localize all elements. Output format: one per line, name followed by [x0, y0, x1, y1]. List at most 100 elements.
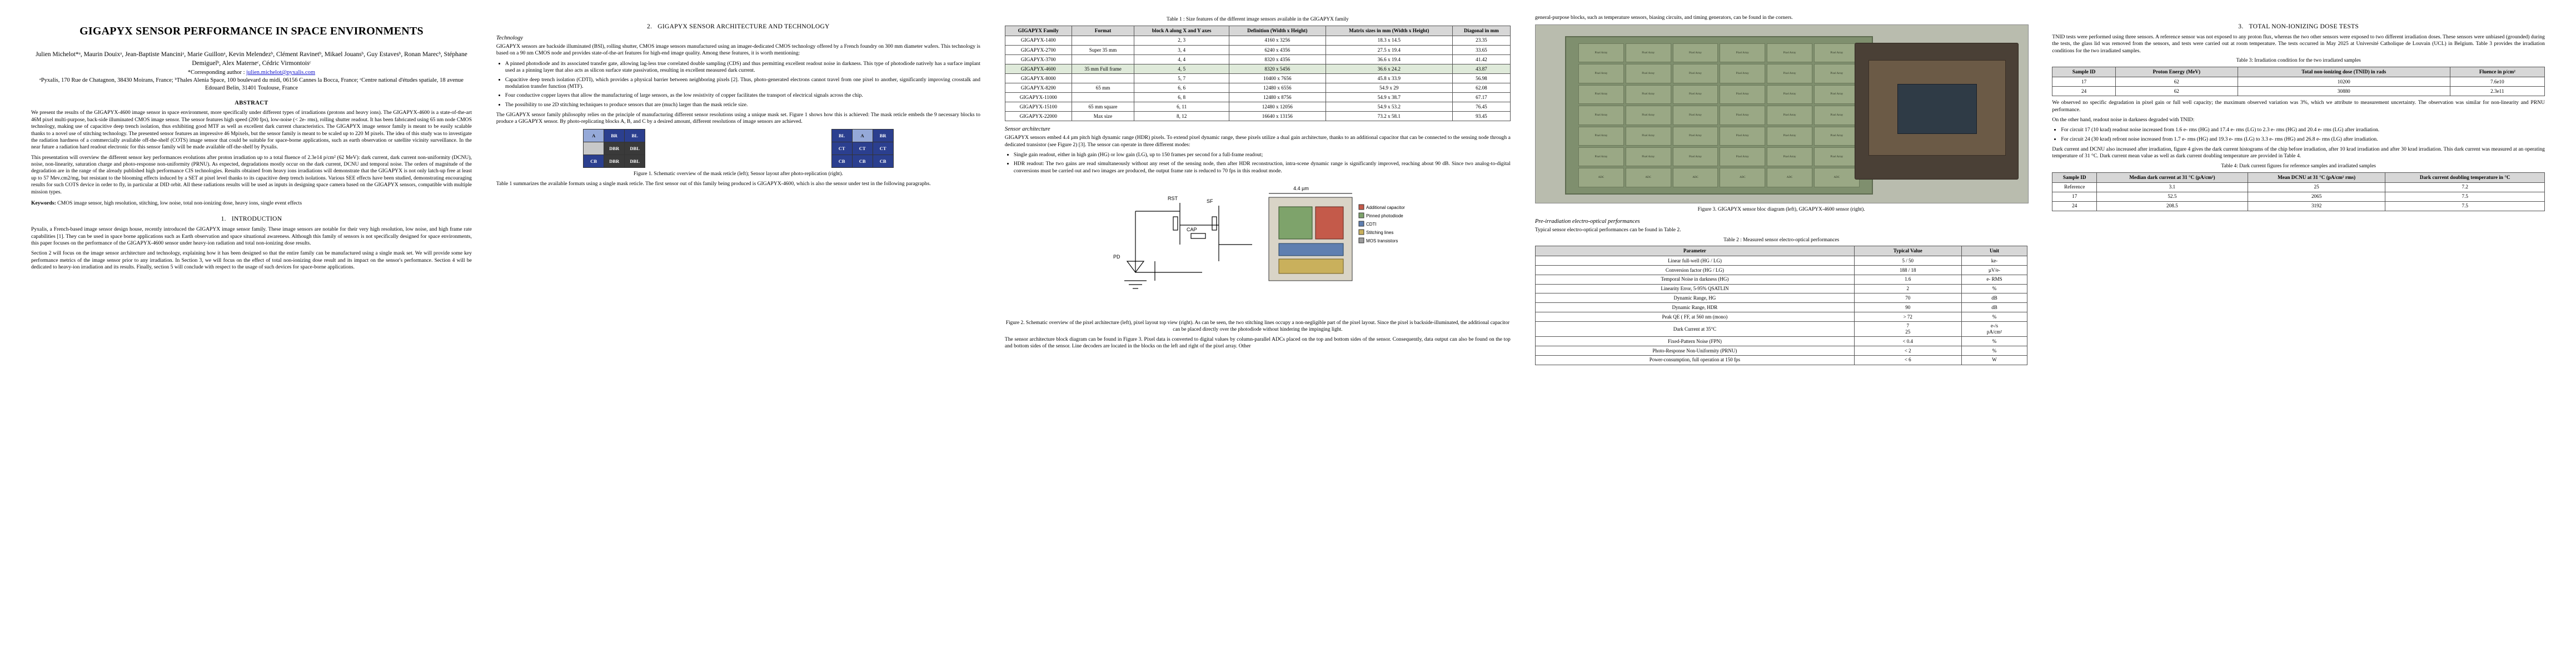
- block-cell: Pixel Array: [1720, 126, 1766, 146]
- block-cell: Pixel Array: [1672, 106, 1718, 125]
- table-header-row: GIGAPYX Family Format block A along X an…: [1004, 25, 1511, 36]
- cell-definition: 8320 x 4356: [1229, 54, 1326, 65]
- section-3b-paragraph-1: We observed no specific degradation in p…: [2052, 99, 2545, 113]
- svg-text:SF: SF: [1207, 198, 1213, 204]
- table-row: Photo-Response Non-Uniformity (PRNU) < 2%: [1534, 346, 2028, 356]
- mask-cell: A: [851, 128, 873, 142]
- table-row: GIGAPYX-22000 Max size 8, 12 16640 x 13156 7…: [1004, 111, 1511, 122]
- cell-matrix: 45.8 x 33.9: [1325, 73, 1453, 84]
- cell-matrix: 54.9 x 29: [1325, 83, 1453, 93]
- table-row: GIGAPYX-8000 5, 7 10400 x 7656 45.8 x 33.9 5…: [1004, 73, 1511, 84]
- block-cell: Pixel Array: [1578, 84, 1624, 104]
- cell-parameter: Dark Current at 35°C: [1534, 321, 1855, 337]
- mask-cell: A: [583, 128, 605, 142]
- mask-cell: DBR: [604, 154, 625, 168]
- cell-matrix: 73.2 x 58.1: [1325, 111, 1453, 122]
- cell-energy: 62: [2115, 86, 2238, 97]
- block-grid: Pixel Array Pixel Array Pixel Array Pixel A…: [1578, 43, 1860, 187]
- cell-value: 70: [1853, 293, 1962, 303]
- mask-cell: CT: [872, 141, 894, 155]
- cell-median: 208.5: [2096, 201, 2248, 211]
- block-cell: Pixel Array: [1720, 43, 1766, 63]
- table-4-header-doubling: Dark current doubling temperature in °C: [2385, 172, 2545, 183]
- section-2b-paragraph-1: GIGAPYX sensors embed 4.4 µm pitch high …: [1004, 135, 1511, 148]
- block-cell: Pixel Array: [1578, 126, 1624, 146]
- sensor-photo: [1855, 43, 2019, 180]
- cell-sample-id: Reference: [2052, 182, 2097, 192]
- cell-tnid: 10200: [2237, 77, 2450, 87]
- mask-cell: BL: [831, 128, 853, 142]
- block-cell: ADC: [1578, 168, 1624, 187]
- cell-parameter: Dynamic Range, HG: [1534, 293, 1855, 303]
- block-cell: Pixel Array: [1672, 64, 1718, 83]
- block-cell: Pixel Array: [1813, 147, 1860, 167]
- affiliations: ᵃPyxalis, 170 Rue de Chatagnon, 38430 Mo…: [39, 77, 464, 92]
- mask-cell: BR: [604, 128, 625, 142]
- svg-text:MOS transistors: MOS transistors: [1366, 238, 1398, 243]
- column-1: GIGAPYX SENSOR PERFORMANCE IN SPACE ENVI…: [19, 14, 484, 667]
- list-item: Four conductive copper layers that allow…: [505, 92, 980, 99]
- cell-sample-id: 24: [2052, 86, 2116, 97]
- mask-cell: CB: [831, 154, 853, 168]
- block-cell: Pixel Array: [1813, 43, 1860, 63]
- list-item: The possibility to use 2D stitching tech…: [505, 102, 980, 108]
- cell-parameter: Peak QE ( FF, at 560 nm (mono): [1534, 312, 1855, 322]
- cell-sample-id: 24: [2052, 201, 2097, 211]
- figure-1-graphic: A BR BL DBR DBL CB DBR DBL BL A BR CT CT CT CB CB C…: [496, 128, 980, 168]
- svg-text:Pinned photodiode: Pinned photodiode: [1366, 213, 1403, 218]
- cell-fluence: 7.6e10: [2449, 77, 2545, 87]
- cell-family: GIGAPYX-4600: [1004, 64, 1072, 74]
- column-2: 2. GIGAPYX SENSOR ARCHITECTURE AND TECHNO…: [484, 14, 993, 667]
- block-cell: ADC: [1672, 168, 1718, 187]
- svg-text:4.4 µm: 4.4 µm: [1293, 186, 1309, 191]
- cell-format: 65 mm square: [1071, 102, 1135, 112]
- table-row: GIGAPYX-8200 65 mm 6, 6 12480 x 6556 54.9 x …: [1004, 83, 1511, 93]
- section-2c-paragraph-2: Typical sensor electro-optical performan…: [1534, 227, 1681, 233]
- mask-cell: BR: [872, 128, 894, 142]
- section-2-title: GIGAPYX SENSOR ARCHITECTURE AND TECHNOLO…: [657, 23, 830, 30]
- block-cell: Pixel Array: [1578, 64, 1624, 83]
- table-row: 24 62 30880 2.3e11: [2052, 86, 2545, 97]
- cell-doubling: 7.5: [2385, 201, 2545, 211]
- keywords-value: CMOS image sensor, high resolution, stit…: [57, 200, 302, 206]
- table-1-header-definition: Definition (Width x Height): [1229, 25, 1326, 36]
- block-cell: Pixel Array: [1720, 147, 1766, 167]
- corresponding-email-link[interactable]: julien.michelot@pyxalis.com: [246, 69, 316, 76]
- pixel-schematic-svg: RST SF CAP PD: [1113, 186, 1405, 289]
- corresponding-author: *Corresponding author : julien.michelot@…: [31, 69, 472, 76]
- cell-diagonal: 67.17: [1452, 92, 1511, 103]
- cell-unit: %: [1961, 336, 2028, 347]
- block-cell: ADC: [1767, 168, 1812, 187]
- cell-matrix: 36.6 x 24.2: [1325, 64, 1453, 74]
- cell-parameter: Temporal Noise in darkness (HG): [1534, 274, 1855, 285]
- table-4-header-sample: Sample ID: [2052, 172, 2097, 183]
- list-item: Single gain readout, either in high gain…: [1014, 152, 1511, 158]
- cell-format: 65 mm: [1071, 83, 1135, 93]
- block-cell: Pixel Array: [1625, 84, 1671, 104]
- section-3-paragraph-1: TNID tests were performed using three se…: [2052, 34, 2545, 54]
- cell-family: GIGAPYX-8000: [1004, 73, 1072, 84]
- cell-block: 4, 4: [1134, 54, 1230, 65]
- block-cell: Pixel Array: [1578, 147, 1624, 167]
- cell-diagonal: 56.98: [1452, 73, 1511, 84]
- cell-definition: 12480 x 6556: [1229, 83, 1326, 93]
- block-cell: Pixel Array: [1625, 147, 1671, 167]
- block-cell: Pixel Array: [1625, 126, 1671, 146]
- cell-unit: ke-: [1961, 256, 2028, 266]
- cell-unit: e- RMS: [1961, 274, 2028, 285]
- cell-definition: 4160 x 3256: [1229, 35, 1326, 46]
- cell-value: > 72: [1853, 312, 1962, 322]
- block-cell: Pixel Array: [1767, 43, 1812, 63]
- table-header-row: Parameter Typical Value Unit: [1534, 246, 2028, 257]
- cell-definition: 10400 x 7656: [1229, 73, 1326, 84]
- table-2: Parameter Typical Value Unit Linear full…: [1534, 246, 2028, 365]
- block-cell: Pixel Array: [1625, 106, 1671, 125]
- cell-parameter: Fixed-Pattern Noise (FPN): [1534, 336, 1855, 347]
- table-row: Conversion factor (HG / LG) 188 / 18 µV/e-: [1534, 265, 2028, 275]
- block-cell: Pixel Array: [1672, 147, 1718, 167]
- table-row: Reference 3.1 25 7.2: [2052, 182, 2545, 192]
- cell-diagonal: 33.65: [1452, 44, 1511, 56]
- cell-family: GIGAPYX-15100: [1004, 102, 1072, 112]
- table-row: GIGAPYX-11000 6, 8 12480 x 8756 54.9 x 38.7…: [1004, 92, 1511, 103]
